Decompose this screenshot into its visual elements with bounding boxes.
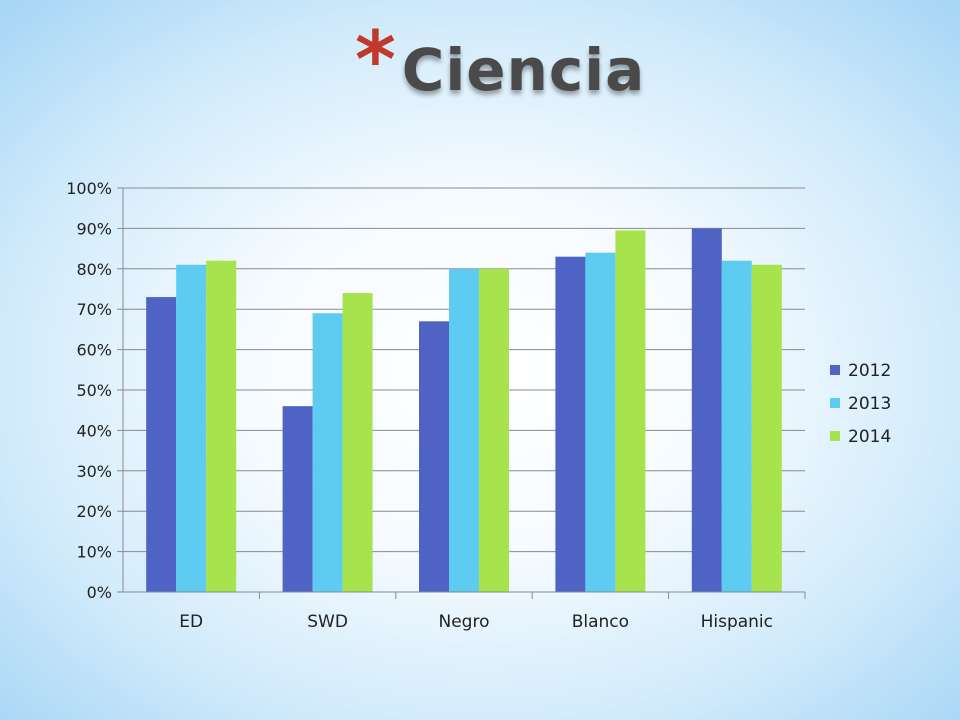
y-tick-label: 30% (76, 462, 112, 481)
bars (146, 228, 782, 593)
y-tick-label: 20% (76, 502, 112, 521)
y-tick-label: 100% (66, 179, 112, 198)
bar (312, 313, 343, 592)
bar (342, 293, 373, 592)
page-title: Ciencia (401, 36, 646, 104)
bar (419, 321, 449, 592)
x-tick-label: Blanco (572, 612, 629, 632)
y-tick-label: 0% (87, 583, 112, 602)
legend-swatch (830, 365, 840, 375)
x-tick-label: Negro (439, 612, 490, 632)
y-tick-label: 10% (76, 543, 112, 562)
y-axis-tick-labels: 0% 10% 20% 30% 40% 50% 60% 70% 80% 90% 100% (66, 179, 112, 602)
legend-label: 2013 (848, 394, 891, 414)
x-axis-category-labels: ED SWD Negro Blanco Hispanic (179, 612, 773, 632)
bar (479, 268, 509, 592)
legend-swatch (830, 398, 840, 408)
legend-label: 2014 (848, 427, 891, 447)
y-tick-label: 60% (76, 341, 112, 360)
bar (721, 260, 752, 592)
bar (146, 297, 177, 592)
y-tick-label: 80% (76, 260, 112, 279)
legend: 2012 2013 2014 (830, 361, 891, 447)
bar (691, 228, 722, 592)
legend-label: 2012 (848, 361, 891, 381)
y-tick-label: 50% (76, 381, 112, 400)
star-icon: * (355, 16, 396, 106)
axes (117, 187, 806, 599)
bar (206, 260, 237, 592)
y-tick-label: 70% (76, 300, 112, 319)
bar (176, 264, 207, 592)
x-tick-label: Hispanic (701, 612, 773, 632)
x-tick-label: SWD (307, 612, 348, 632)
bar (449, 268, 479, 592)
y-tick-label: 90% (76, 219, 112, 238)
y-tick-label: 40% (76, 421, 112, 440)
bar (615, 230, 646, 593)
bar (585, 252, 616, 592)
bar (282, 406, 313, 592)
bar (751, 264, 782, 592)
legend-swatch (830, 431, 840, 441)
x-tick-label: ED (179, 612, 203, 632)
slide-title: * Ciencia (355, 22, 646, 110)
bar (555, 256, 586, 592)
